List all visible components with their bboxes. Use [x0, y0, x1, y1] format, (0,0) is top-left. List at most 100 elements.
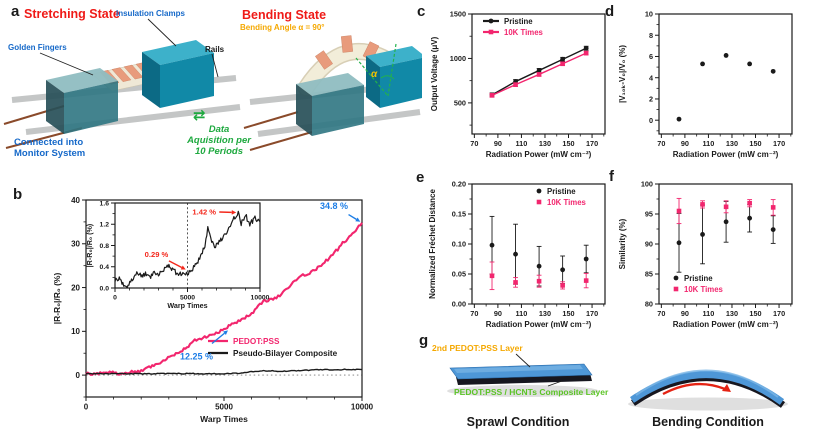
chart-b-resistance-vs-warp-times: 0 5000 10000 0 10 20 30 40 Warp Times |R-R₀|/R₀ (…: [52, 196, 374, 424]
x-axis-label: Warp Times: [200, 414, 248, 424]
insulation-clamps-label: Insulation Clamps: [116, 9, 185, 18]
legend-label: Pristine: [547, 187, 576, 196]
annotation-label: 1.42 %: [192, 207, 216, 216]
svg-text:0.15: 0.15: [452, 210, 466, 219]
svg-text:150: 150: [749, 309, 761, 318]
svg-text:70: 70: [657, 139, 665, 148]
sprawl-sample-illustration: [447, 353, 599, 397]
svg-text:0: 0: [649, 116, 653, 125]
monitor-system-label: Connected into Monitor System: [14, 137, 86, 160]
axis-ticks: 70 90 110 130 150 170 80 85 90 95 100: [641, 180, 792, 318]
chart-d: 70 90 110 130 150 170 0 2 4 6 8 10 Radiation Power (…: [618, 10, 793, 159]
left-insulation-clamp: [296, 73, 364, 136]
svg-text:0.4: 0.4: [100, 264, 110, 271]
panel-label-b: b: [13, 186, 23, 203]
svg-text:110: 110: [703, 139, 715, 148]
svg-text:1500: 1500: [450, 10, 466, 19]
legend-label: Pseudo-Bilayer Composite: [233, 349, 338, 358]
bending-angle-label: Bending Angle α = 90°: [240, 23, 325, 32]
bending-angle-lines: [355, 43, 397, 97]
y-axis-label: |R-R₀|/R₀ (%): [52, 273, 62, 325]
wire: [243, 111, 299, 129]
svg-text:130: 130: [539, 309, 551, 318]
svg-text:170: 170: [773, 139, 785, 148]
svg-text:90: 90: [494, 309, 502, 318]
legend-label: PEDOT:PSS: [233, 337, 280, 346]
svg-text:100: 100: [641, 180, 653, 189]
chart-e-frechet-distance: 70 90 110 130 150 170 0.00 0.05 0.10 0.15 0.20 Radi…: [428, 180, 606, 329]
callout-line-top-layer: [515, 353, 531, 368]
svg-text:5000: 5000: [180, 294, 195, 301]
y-axis-label: Similarity (%): [618, 218, 627, 269]
annotation-label: 0.29 %: [145, 250, 169, 259]
svg-text:70: 70: [657, 309, 665, 318]
bending-arrowhead: [722, 384, 731, 392]
series-10K Times: [489, 261, 589, 291]
svg-text:95: 95: [645, 210, 653, 219]
chart-d-voltage-change: 70 90 110 130 150 170 0 2 4 6 8 10 Radiation Power (…: [618, 10, 793, 159]
svg-text:5000: 5000: [215, 402, 233, 411]
svg-text:90: 90: [494, 139, 502, 148]
y-axis-label: Output Voltage (μV): [430, 36, 439, 111]
stretching-device-illustration: [3, 18, 241, 149]
legend-label: Pristine: [504, 17, 533, 26]
top-layer-label: 2nd PEDOT:PSS Layer: [432, 343, 523, 353]
axis-ticks: 70 90 110 130 150 170 0.00 0.05 0.10 0.15 0.20: [452, 180, 605, 318]
panel-label-e: e: [416, 169, 425, 186]
left-insulation-clamp: [46, 68, 118, 134]
y-axis-label: |R-R₀|/R₀ (%): [85, 223, 94, 267]
series-PEDOT:PSS: [85, 222, 363, 376]
chart-e: 70 90 110 130 150 170 0.00 0.05 0.10 0.15 0.20 Radi…: [428, 180, 606, 329]
svg-text:0.8: 0.8: [100, 243, 110, 250]
svg-text:110: 110: [516, 309, 528, 318]
svg-text:10: 10: [645, 10, 653, 19]
svg-text:10000: 10000: [251, 294, 270, 301]
callout-line-rails: [211, 53, 219, 78]
svg-text:90: 90: [645, 240, 653, 249]
series-10K Times: [676, 197, 776, 225]
equilibrium-arrows-icon: ⇄: [193, 107, 206, 124]
wire: [249, 131, 313, 151]
axis-ticks: 70 90 110 130 150 170 0 2 4 6 8 10: [645, 10, 792, 148]
svg-text:10: 10: [71, 327, 80, 336]
svg-text:80: 80: [645, 300, 653, 309]
sample-condition-illustration: [447, 353, 788, 411]
right-insulation-clamp: [142, 40, 214, 108]
svg-text:8: 8: [649, 31, 653, 40]
svg-text:1000: 1000: [450, 54, 466, 63]
svg-text:0.0: 0.0: [100, 285, 110, 292]
axis-ticks: 0 5000 10000 0 10 20 30 40: [71, 196, 374, 412]
panel-label-d: d: [605, 3, 615, 20]
x-axis-label: Radiation Power (mW cm⁻²): [673, 320, 779, 329]
svg-text:1.6: 1.6: [100, 200, 110, 207]
svg-text:90: 90: [681, 139, 689, 148]
bending-condition-caption: Bending Condition: [652, 415, 764, 429]
svg-text:0.00: 0.00: [452, 300, 466, 309]
shadow: [628, 397, 788, 411]
bending-state-title: Bending State: [242, 8, 327, 22]
svg-text:500: 500: [454, 99, 466, 108]
svg-text:40: 40: [71, 196, 80, 205]
rails-label: Rails: [205, 45, 225, 54]
x-axis-label: Radiation Power (mW cm⁻²): [486, 320, 592, 329]
callout-line-golden-fingers: [39, 52, 94, 76]
svg-text:0.10: 0.10: [452, 240, 466, 249]
legend-label: 10K Times: [547, 198, 587, 207]
panel-label-a: a: [11, 3, 20, 20]
svg-text:130: 130: [726, 309, 738, 318]
series-10K Times: [489, 50, 589, 98]
pedot-layer: [630, 371, 785, 405]
svg-text:10000: 10000: [351, 402, 374, 411]
panel-label-f: f: [609, 168, 614, 185]
svg-text:0: 0: [76, 371, 81, 380]
axis-ticks: 0 5000 10000 0.0 0.4 0.8 1.2 1.6: [100, 200, 270, 301]
svg-text:130: 130: [726, 139, 738, 148]
svg-text:70: 70: [470, 309, 478, 318]
y-axis-label: |V₁₀ₖ-V₀|/V₀ (%): [618, 45, 627, 103]
svg-text:2: 2: [649, 95, 653, 104]
svg-text:1.2: 1.2: [100, 222, 110, 229]
svg-text:170: 170: [586, 139, 598, 148]
series-10K change: [676, 53, 776, 122]
chart-b-inset: 0 5000 10000 0.0 0.4 0.8 1.2 1.6 Warp Times |R-R₀…: [85, 200, 270, 310]
